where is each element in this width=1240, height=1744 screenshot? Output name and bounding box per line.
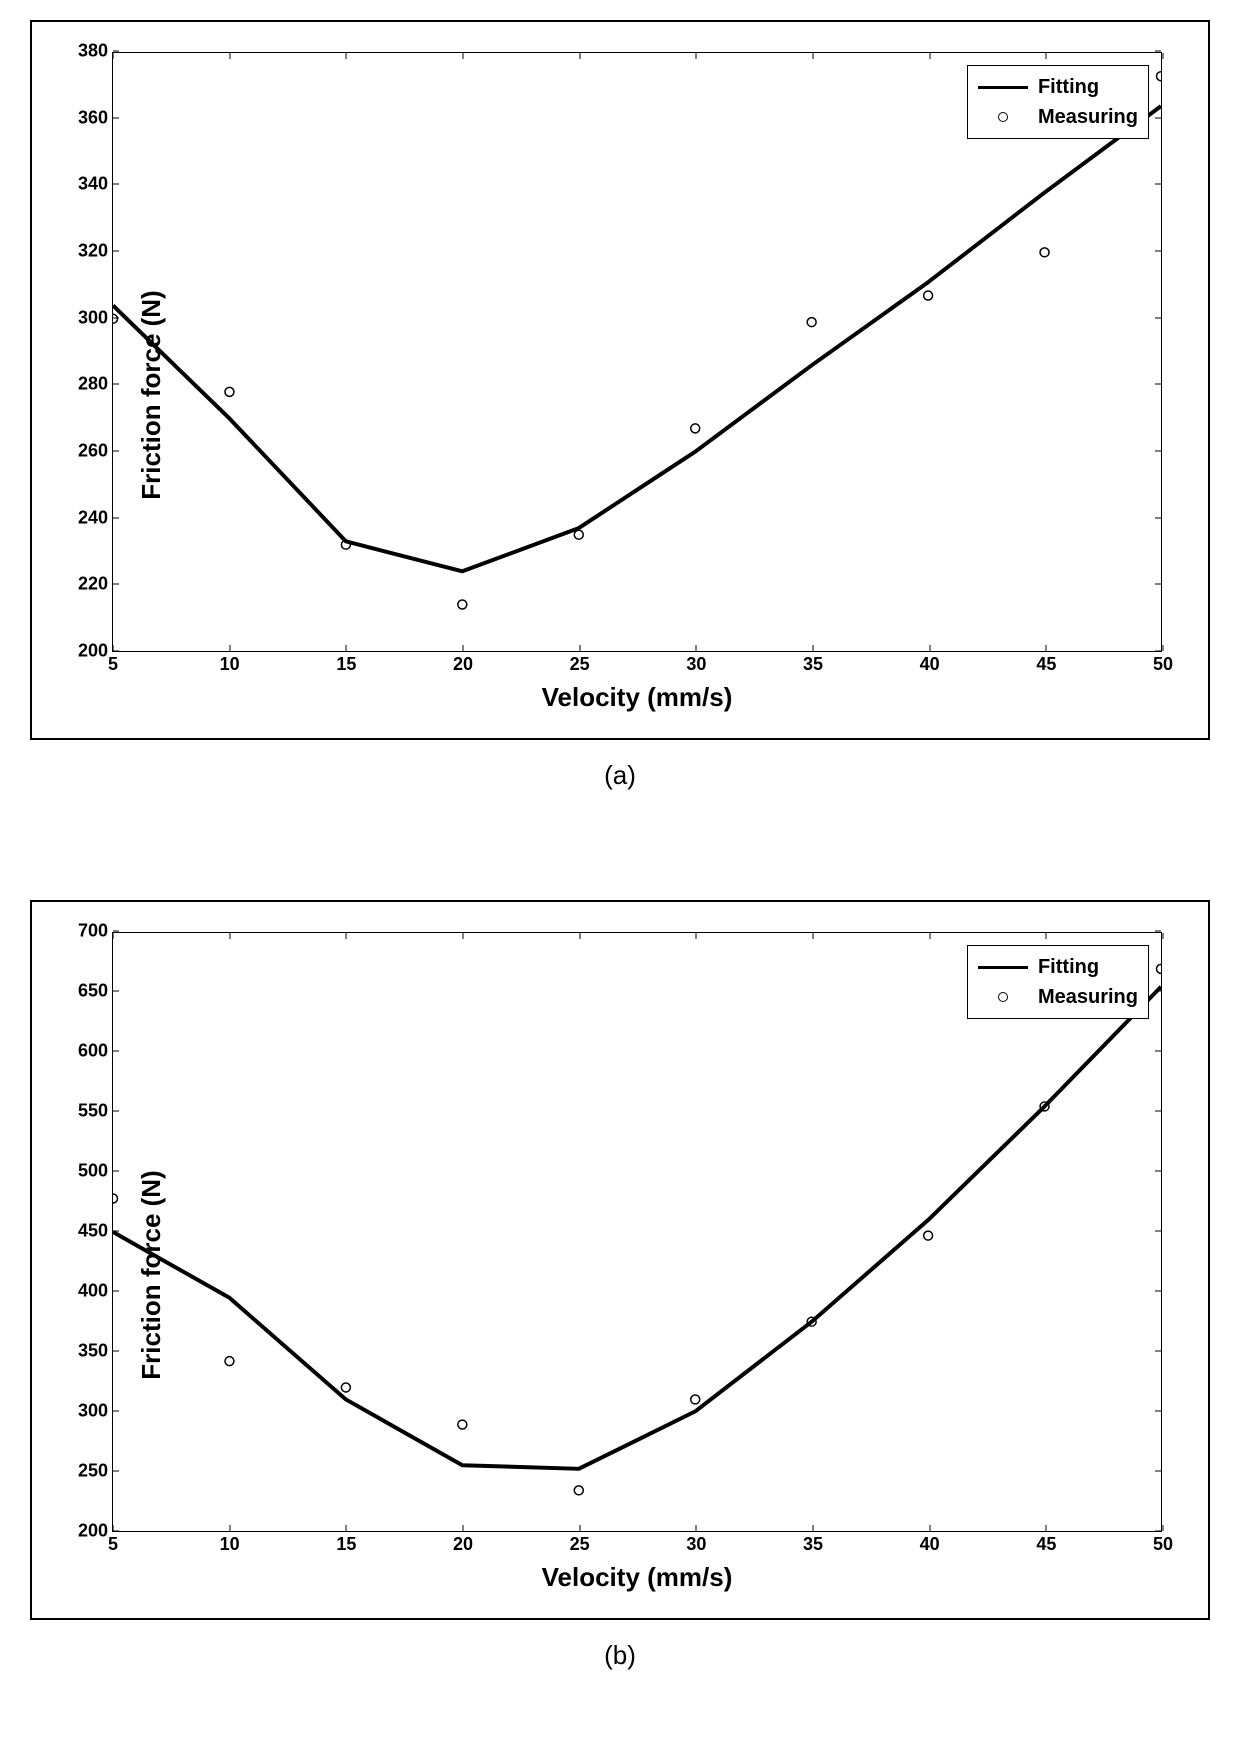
legend-label-fitting: Fitting [1038,952,1099,982]
measuring-point [225,1357,234,1366]
tick-x: 30 [686,654,706,675]
measuring-point [225,387,234,396]
tick-y: 450 [73,1221,108,1242]
chart-b-xlabel: Velocity (mm/s) [112,1562,1162,1593]
tick-y: 300 [73,307,108,328]
legend-row-fitting: Fitting [978,952,1138,982]
page: Friction force (N) Fitting Measuring 510 [0,0,1240,1744]
chart-a-plot-area: Fitting Measuring 5101520253035404550200… [112,52,1162,652]
tick-y: 500 [73,1161,108,1182]
tick-y: 250 [73,1461,108,1482]
tick-x: 25 [570,1534,590,1555]
chart-b-block: Friction force (N) Fitting Measuring 510 [30,900,1210,1671]
tick-y: 400 [73,1281,108,1302]
measuring-point [924,1231,933,1240]
chart-b-legend: Fitting Measuring [967,945,1149,1019]
tick-y: 200 [73,1521,108,1542]
measuring-point [1040,248,1049,257]
legend-row-measuring: Measuring [978,102,1138,132]
chart-b-plot-area: Fitting Measuring 5101520253035404550200… [112,932,1162,1532]
tick-y: 380 [73,41,108,62]
legend-marker-icon [978,990,1028,1004]
tick-x: 20 [453,654,473,675]
chart-a-sublabel: (a) [30,760,1210,791]
tick-x: 45 [1036,654,1056,675]
legend-marker-icon [978,110,1028,124]
legend-label-fitting: Fitting [1038,72,1099,102]
tick-y: 360 [73,107,108,128]
chart-a-legend: Fitting Measuring [967,65,1149,139]
measuring-point [1157,964,1161,973]
measuring-point [458,1420,467,1429]
chart-a-block: Friction force (N) Fitting Measuring 510 [30,20,1210,791]
tick-y: 200 [73,641,108,662]
measuring-point [113,1194,117,1203]
tick-x: 40 [920,1534,940,1555]
tick-x: 15 [336,1534,356,1555]
tick-y: 260 [73,441,108,462]
legend-row-measuring: Measuring [978,982,1138,1012]
tick-x: 40 [920,654,940,675]
tick-x: 5 [108,1534,118,1555]
tick-x: 10 [220,654,240,675]
chart-b-svg [113,933,1161,1531]
tick-y: 220 [73,574,108,595]
measuring-point [924,291,933,300]
tick-x: 35 [803,654,823,675]
chart-a-xlabel: Velocity (mm/s) [112,682,1162,713]
chart-a-svg [113,53,1161,651]
tick-y: 240 [73,507,108,528]
tick-x: 5 [108,654,118,675]
measuring-point [807,318,816,327]
tick-x: 50 [1153,1534,1173,1555]
tick-x: 20 [453,1534,473,1555]
measuring-point [113,314,117,323]
tick-y: 340 [73,174,108,195]
measuring-point [574,530,583,539]
measuring-point [341,1383,350,1392]
tick-x: 30 [686,1534,706,1555]
tick-x: 45 [1036,1534,1056,1555]
tick-y: 350 [73,1341,108,1362]
tick-x: 10 [220,1534,240,1555]
tick-y: 300 [73,1401,108,1422]
tick-y: 280 [73,374,108,395]
measuring-point [574,1486,583,1495]
legend-line-icon [978,86,1028,89]
fitting-line [113,106,1161,571]
tick-y: 700 [73,921,108,942]
legend-row-fitting: Fitting [978,72,1138,102]
tick-x: 35 [803,1534,823,1555]
measuring-point [691,424,700,433]
measuring-point [458,600,467,609]
chart-b-frame: Friction force (N) Fitting Measuring 510 [30,900,1210,1620]
tick-y: 650 [73,981,108,1002]
measuring-point [691,1395,700,1404]
fitting-line [113,987,1161,1469]
chart-a-frame: Friction force (N) Fitting Measuring 510 [30,20,1210,740]
measuring-point [1157,72,1161,81]
tick-y: 320 [73,241,108,262]
legend-label-measuring: Measuring [1038,102,1138,132]
tick-x: 15 [336,654,356,675]
tick-y: 550 [73,1101,108,1122]
legend-line-icon [978,966,1028,969]
tick-x: 50 [1153,654,1173,675]
tick-x: 25 [570,654,590,675]
legend-label-measuring: Measuring [1038,982,1138,1012]
tick-y: 600 [73,1041,108,1062]
chart-b-sublabel: (b) [30,1640,1210,1671]
